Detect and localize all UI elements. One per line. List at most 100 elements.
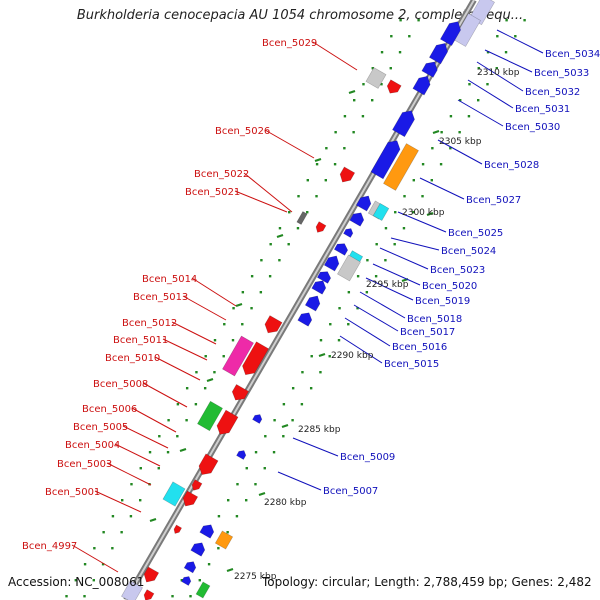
tick-dot [514,35,517,38]
gene-arrow [355,195,372,212]
tick-dot [268,275,272,278]
tick-dot [74,579,77,582]
kbp-label: 2295 kbp [366,280,409,290]
gene-label-left: Bcen_5010 [105,353,160,364]
gene-label-right: Bcen_5018 [407,314,462,325]
gene-arrow [264,315,283,334]
tick-dot [356,275,360,278]
tick-dot [272,451,276,454]
tick-dot [121,499,124,502]
tick-dot [384,227,388,230]
tick-dot [301,371,304,374]
tick-dot [101,563,105,566]
leader-line-left [106,462,152,486]
tick-dot [282,435,285,438]
tick-dot [412,179,415,182]
gene-label-right: Bcen_5023 [430,265,485,276]
tick-dot [329,323,332,326]
tick-dash [281,423,289,429]
leader-line-right [437,139,483,165]
tick-dot [130,483,133,486]
gene-box-cyan [372,203,390,221]
tick-dot [496,35,499,38]
gene-label-right: Bcen_5015 [384,359,439,370]
tick-dot [449,115,453,118]
gene-box-cyan [162,481,186,507]
tick-dot [486,51,490,54]
tick-dot [430,179,433,182]
tick-dot [356,307,359,310]
gene-features [121,0,495,600]
tick-dot [120,531,123,534]
tick-dot [254,483,257,486]
tick-dot [421,163,425,166]
tick-dash [226,567,234,573]
tick-dot [449,147,452,150]
gene-arrow [386,79,402,94]
gene-arrow [198,453,219,476]
tick-dot [343,147,346,150]
tick-dot [380,83,383,86]
tick-dot [366,259,369,262]
gene-label-left: Bcen_5022 [194,169,249,180]
tick-dot [198,579,201,582]
tick-dot [371,67,374,70]
gene-arrow [439,21,461,47]
leader-line-right [344,317,391,347]
tick-dot [306,211,309,214]
leader-line-left [182,295,227,321]
gene-arrow [143,566,160,583]
leader-line-right [476,61,524,92]
tick-dot [223,323,226,326]
gene-arrow [370,140,401,180]
gene-label-right: Bcen_5017 [400,327,455,338]
tick-dot [375,243,378,246]
leader-line-right [467,79,514,109]
gene-arrow [412,75,431,96]
tick-dot [167,419,170,422]
topology-summary: Topology: circular; Length: 2,788,459 bp… [262,575,592,589]
gene-arrow [183,561,197,574]
gene-label-left: Bcen_5026 [215,126,270,137]
tick-dot [495,67,498,70]
leader-line-left [312,41,358,71]
tick-dot [207,563,211,566]
tick-dot [384,259,387,262]
tick-dot [352,131,355,134]
tick-dot [319,339,323,342]
leader-line-right [372,263,421,286]
kbp-label: 2280 kbp [264,498,307,508]
gene-arrow [242,341,269,376]
tick-dot [245,499,248,502]
tick-dot [361,115,365,118]
tick-dot [250,275,254,278]
tick-dot [259,291,263,294]
gene-arrow [173,524,183,534]
gene-arrow [252,414,263,424]
leader-line-left [122,425,169,449]
gene-arrow [349,212,365,227]
leader-line-left [114,443,161,467]
tick-dot [273,419,276,422]
tick-dot [176,403,180,406]
gene-arrow [181,576,192,586]
tick-dot [408,35,411,38]
tick-dot [338,307,341,310]
tick-dot [185,387,189,390]
tick-dot [315,195,318,198]
tick-dot [235,515,239,518]
tick-dot [185,419,188,422]
gene-box-orange [214,530,234,550]
gene-label-left: Bcen_5012 [122,318,177,329]
tick-dots [65,19,526,598]
tick-dot [83,563,87,566]
leader-line-right [484,49,533,73]
tick-dot [398,51,402,54]
gene-arrow [311,280,327,295]
tick-dot [296,227,300,230]
leader-line-right [390,237,440,251]
tick-dot [158,435,161,438]
tick-dot [325,147,328,150]
tick-dot [171,595,174,598]
leader-line-left [191,277,237,307]
